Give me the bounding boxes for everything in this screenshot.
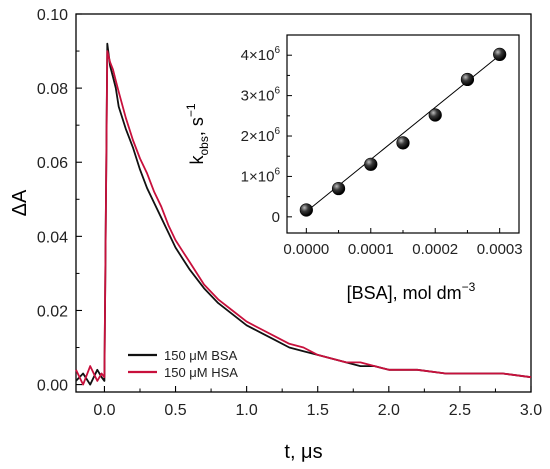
- main-y-tick-label: 0.00: [37, 378, 68, 395]
- main-x-tick-label: 2.0: [378, 402, 400, 419]
- inset-x-axis-label: [BSA], mol dm−3: [347, 280, 476, 303]
- inset-data-point: [299, 203, 313, 217]
- inset-y-tick-label: 2×106: [241, 126, 281, 145]
- inset-plot: 0.0000 0.0001 0.0002 0.0003 0 1×106 2×106 3×106…: [184, 34, 523, 303]
- main-y-axis-label: ΔA: [9, 189, 31, 216]
- inset-x-tick-label: 0.0000: [283, 241, 329, 258]
- inset-x-tick-label: 0.0001: [348, 241, 394, 258]
- main-x-tick-label: 3.0: [520, 402, 542, 419]
- inset-y-tick-label: 4×106: [241, 45, 281, 64]
- main-y-tick-label: 0.08: [37, 81, 68, 98]
- main-x-axis-label: t, μs: [284, 441, 322, 463]
- main-series-line-2: [75, 50, 532, 386]
- inset-data-point: [364, 157, 378, 171]
- inset-y-tick-label: 0: [272, 209, 280, 226]
- main-plot: 0.0 0.5 1.0 1.5 2.0 2.5 3.0 0.00 0.02 0.04 0.06 0.0…: [9, 7, 542, 463]
- main-y-tick-label: 0.10: [37, 7, 68, 24]
- inset-y-axis-label: kobs, s−1: [184, 103, 211, 164]
- main-x-tick-label: 1.0: [236, 402, 258, 419]
- inset-data-point: [396, 136, 410, 150]
- legend-label-2: 150 μM HSA: [164, 365, 238, 380]
- main-x-tick-label: 0.0: [93, 402, 115, 419]
- inset-data-point: [493, 47, 507, 61]
- inset-x-tick-label: 0.0002: [412, 241, 458, 258]
- main-plot-frame: [75, 13, 532, 393]
- inset-data-point: [331, 181, 346, 196]
- inset-x-tick-label: 0.0003: [477, 241, 523, 258]
- inset-y-tick-label: 3×106: [241, 86, 281, 105]
- legend-label-1: 150 μM BSA: [164, 348, 238, 363]
- inset-data-point: [460, 72, 475, 87]
- inset-y-tick-label: 1×106: [241, 166, 281, 185]
- main-y-tick-label: 0.04: [37, 229, 68, 246]
- main-x-tick-label: 2.5: [449, 402, 471, 419]
- main-y-tick-label: 0.02: [37, 303, 68, 320]
- main-y-tick-label: 0.06: [37, 155, 68, 172]
- main-x-tick-label: 1.5: [307, 402, 329, 419]
- main-x-tick-label: 0.5: [164, 402, 186, 419]
- inset-data-point: [428, 108, 442, 122]
